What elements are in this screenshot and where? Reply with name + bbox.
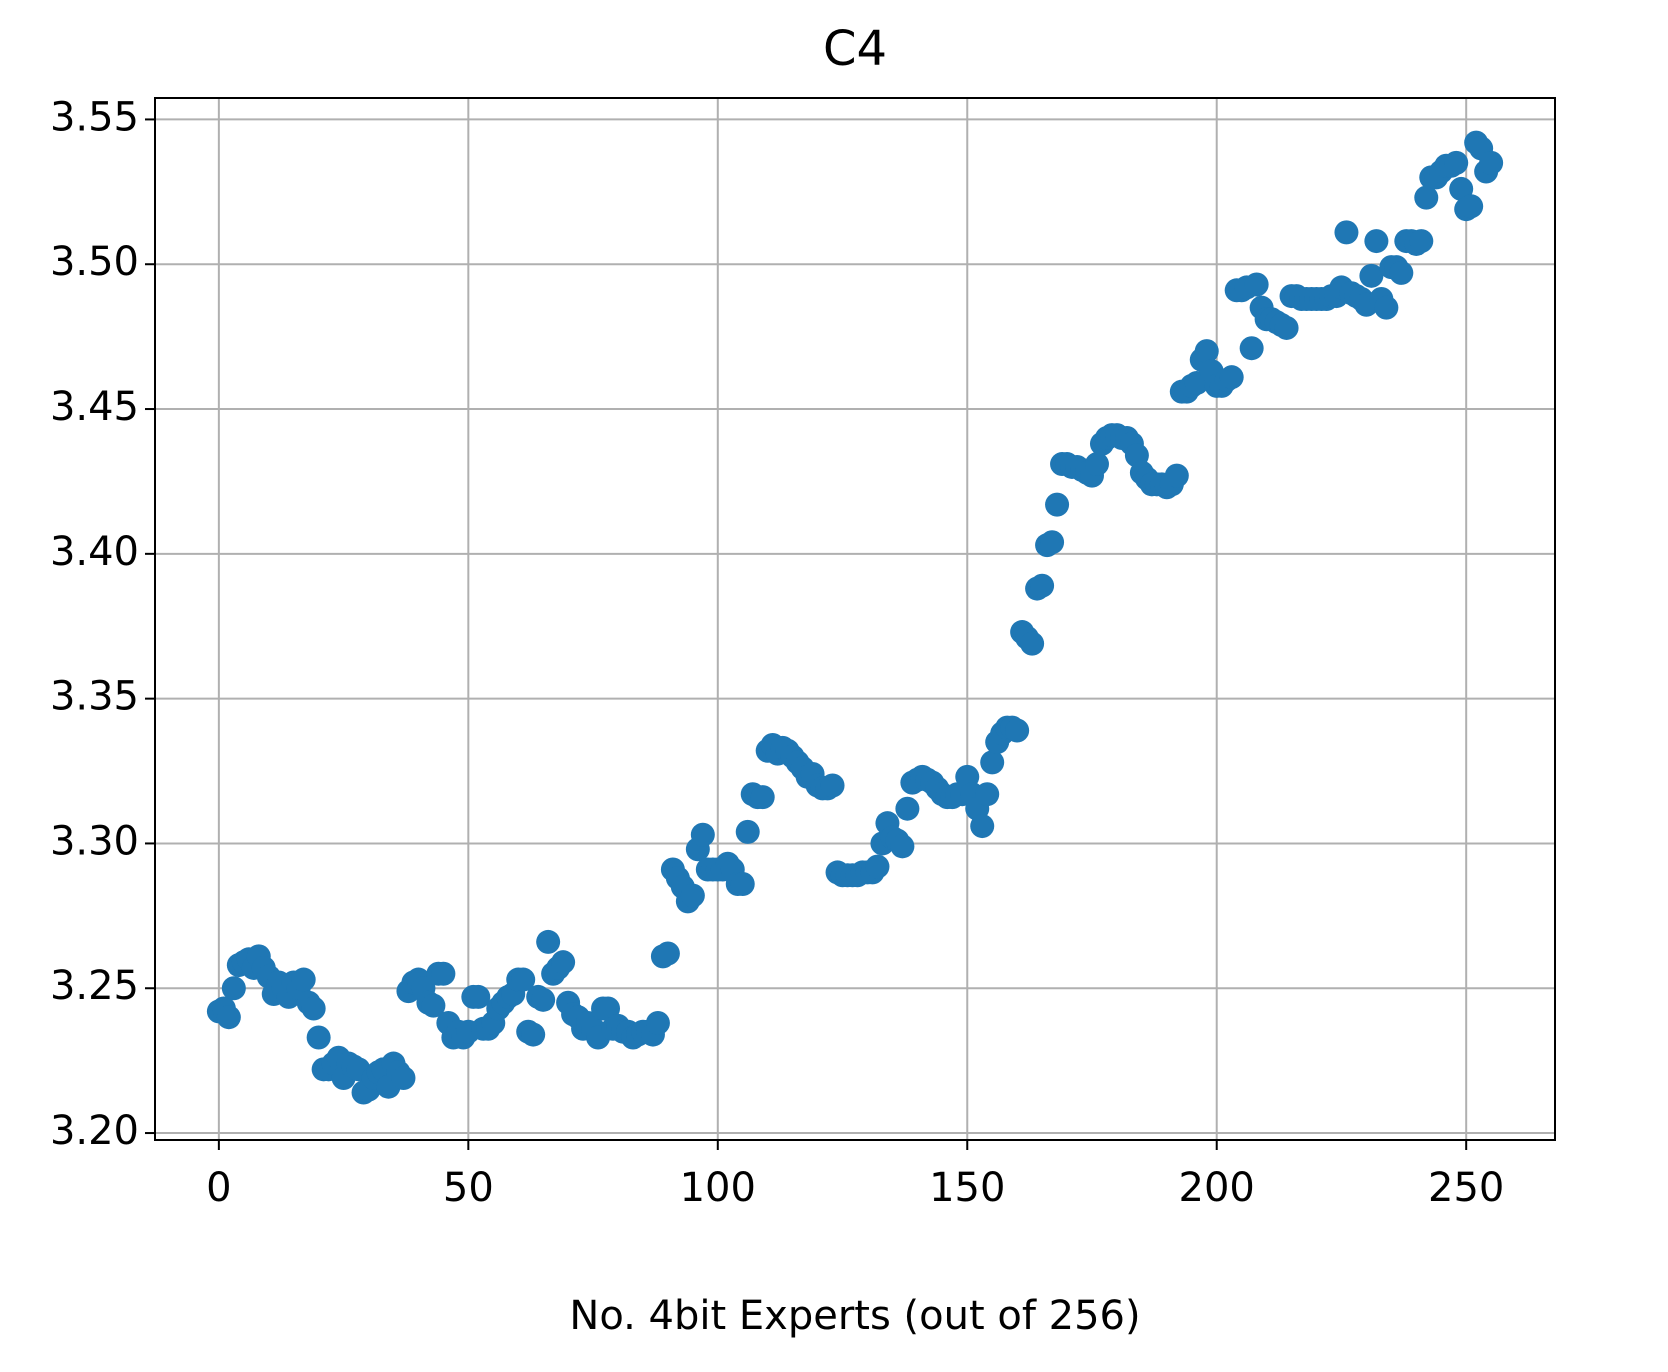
data-point [1020,631,1045,656]
x-tick-label: 250 [1428,1165,1504,1211]
x-tick-label: 50 [443,1165,494,1211]
data-point [221,976,246,1001]
data-point [1444,150,1469,175]
data-point [1194,339,1219,364]
data-point [735,819,760,844]
data-point [421,993,446,1018]
data-point [895,796,920,821]
y-tick-label: 3.50 [50,239,139,285]
data-point [596,996,621,1021]
data-point [216,1005,241,1030]
y-tick-label: 3.40 [50,529,139,575]
data-point [1219,365,1244,390]
data-point [1449,176,1474,201]
data-point [551,950,576,975]
data-point [1005,718,1030,743]
x-tick-label: 150 [929,1165,1005,1211]
data-point [1359,263,1384,288]
data-point [820,773,845,798]
y-tick-label: 3.35 [50,674,139,720]
data-point [1084,452,1109,477]
data-point [1459,194,1484,219]
data-point [536,929,561,954]
x-axis-label: No. 4bit Experts (out of 256) [569,1293,1140,1339]
y-tick-label: 3.20 [50,1108,139,1154]
data-point [1239,336,1264,361]
data-point [865,854,890,879]
data-point [750,785,775,810]
y-tick-label: 3.55 [50,94,139,140]
data-point [511,967,536,992]
data-point [521,1022,546,1047]
y-tick-label: 3.30 [50,818,139,864]
data-point [890,834,915,859]
data-point [291,967,316,992]
data-point [1334,220,1359,245]
data-point [655,941,680,966]
data-point [531,987,556,1012]
data-point [730,871,755,896]
data-point [466,984,491,1009]
data-point [680,883,705,908]
data-point [1374,295,1399,320]
data-point [1389,260,1414,285]
data-point [391,1066,416,1091]
data-point [431,961,456,986]
data-point [1045,492,1070,517]
data-point [1409,229,1434,254]
data-point [1244,272,1269,297]
x-tick-label: 100 [680,1165,756,1211]
data-point [975,782,1000,807]
data-point [1414,185,1439,210]
data-point [690,822,715,847]
data-point [1164,463,1189,488]
x-tick-label: 0 [206,1165,231,1211]
data-point [645,1010,670,1035]
data-point [1040,530,1065,555]
data-point [1030,573,1055,598]
plot-frame [154,97,1556,1141]
data-point [301,996,326,1021]
data-point [970,814,995,839]
x-tick-label: 200 [1179,1165,1255,1211]
chart-title: C4 [823,21,887,77]
data-point [980,750,1005,775]
data-point [1364,229,1389,254]
data-point [306,1025,331,1050]
y-tick-label: 3.45 [50,384,139,430]
data-point [1479,150,1504,175]
y-tick-label: 3.25 [50,963,139,1009]
data-point [1274,315,1299,340]
